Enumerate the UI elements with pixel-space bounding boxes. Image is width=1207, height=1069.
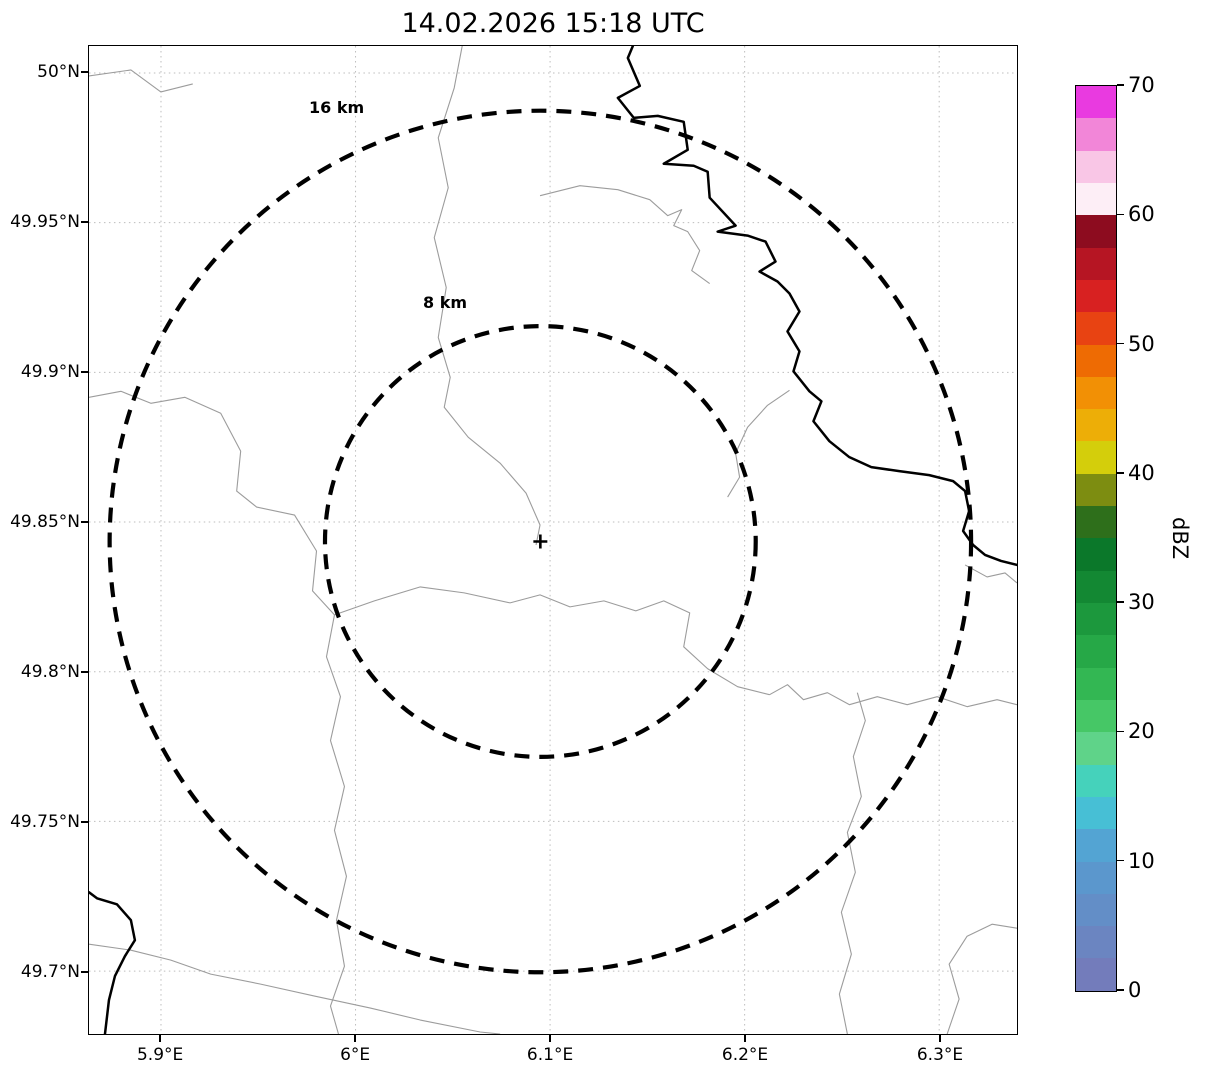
y-axis-tickmark (81, 971, 88, 973)
colorbar-band (1076, 86, 1116, 119)
y-axis-tickmark (81, 671, 88, 673)
colorbar-tick-label: 60 (1128, 202, 1155, 227)
colorbar-tickmark (1117, 342, 1124, 345)
colorbar-band (1076, 441, 1116, 474)
colorbar-tickmark (1117, 989, 1124, 991)
colorbar-band (1076, 958, 1116, 991)
radar-site-marker (533, 534, 548, 549)
boundary-line (769, 684, 1017, 708)
colorbar-tick-label: 0 (1128, 978, 1142, 1002)
colorbar-tick-label: 50 (1128, 331, 1155, 356)
colorbar-band (1076, 279, 1116, 313)
colorbar-band (1076, 635, 1116, 668)
colorbar-band (1076, 667, 1116, 700)
colorbar-tick-label: 20 (1128, 719, 1155, 744)
colorbar-band (1076, 473, 1116, 507)
colorbar-band (1076, 829, 1116, 862)
range-ring (107, 108, 974, 975)
colorbar-tickmark (1117, 213, 1124, 216)
y-axis-tickmark (81, 371, 88, 373)
boundary-line (89, 390, 770, 696)
colorbar-band (1076, 603, 1116, 636)
x-axis-tickmark (939, 1035, 941, 1042)
border-river-line (616, 46, 1017, 567)
range-ring-label-8km: 8 km (423, 293, 468, 312)
colorbar-band (1076, 732, 1116, 765)
y-tick-label: 49.85°N (10, 512, 80, 532)
boundary-line (89, 943, 501, 1034)
map-plot-area: 16 km 8 km (88, 45, 1018, 1035)
colorbar-band (1076, 182, 1116, 216)
y-tick-label: 49.8°N (20, 662, 80, 682)
x-tick-label: 6.3°E (916, 1045, 964, 1065)
x-axis-tickmark (744, 1035, 746, 1042)
y-axis-tickmark (81, 821, 88, 823)
colorbar-tick-label: 40 (1128, 460, 1155, 485)
colorbar-band (1076, 312, 1116, 345)
boundary-line (727, 389, 790, 498)
boundary-line (964, 564, 1017, 584)
colorbar-tickmark (1117, 730, 1124, 733)
colorbar-tickmark (1117, 84, 1124, 86)
colorbar-band (1076, 893, 1116, 927)
colorbar-band (1076, 150, 1116, 183)
plot-title: 14.02.2026 15:18 UTC (401, 8, 705, 39)
colorbar-band (1076, 215, 1116, 248)
border-river-line (89, 891, 137, 1034)
y-tick-label: 49.95°N (10, 212, 80, 232)
colorbar-axis-label: dBZ (1168, 517, 1192, 560)
colorbar-band (1076, 699, 1116, 733)
colorbar-band (1076, 247, 1116, 280)
colorbar-tick-label: 10 (1128, 848, 1155, 873)
range-ring (322, 324, 758, 759)
x-tick-label: 6.1°E (526, 1045, 574, 1065)
x-tick-label: 5.9°E (136, 1045, 184, 1065)
colorbar-band (1076, 538, 1116, 571)
x-axis-tickmark (354, 1035, 356, 1042)
y-tick-label: 49.75°N (10, 812, 80, 832)
x-axis-tickmark (159, 1035, 161, 1042)
colorbar-tick-label: 70 (1128, 73, 1155, 97)
colorbar-band (1076, 344, 1116, 377)
colorbar-band (1076, 570, 1116, 603)
colorbar-tickmark (1117, 601, 1124, 603)
boundary-line (433, 46, 541, 546)
colorbar-tick-label: 30 (1128, 590, 1155, 615)
colorbar-bands (1076, 86, 1116, 991)
colorbar-band (1076, 409, 1116, 442)
y-axis-tickmark (81, 71, 88, 73)
y-axis-tickmark (81, 521, 88, 523)
x-tick-label: 6.2°E (721, 1045, 769, 1065)
colorbar-band (1076, 376, 1116, 410)
colorbar-tickmark (1117, 859, 1124, 862)
boundary-line (539, 185, 710, 284)
colorbar-band (1076, 118, 1116, 151)
colorbar-band (1076, 796, 1116, 830)
colorbar-band (1076, 861, 1116, 894)
y-tick-label: 50°N (37, 62, 80, 82)
x-axis-tickmark (549, 1035, 551, 1042)
boundary-line (838, 692, 866, 1034)
range-ring-label-16km: 16 km (309, 98, 365, 117)
y-tick-label: 49.7°N (20, 962, 80, 982)
boundary-line (89, 69, 193, 93)
map-canvas (89, 46, 1017, 1034)
colorbar-band (1076, 764, 1116, 797)
colorbar-tickmark (1117, 472, 1124, 474)
y-axis-tickmark (81, 221, 88, 223)
x-tick-label: 6°E (340, 1045, 371, 1065)
boundary-line (325, 614, 347, 1034)
colorbar-band (1076, 926, 1116, 959)
colorbar-band (1076, 506, 1116, 539)
colorbar (1075, 85, 1117, 992)
boundary-line (946, 923, 1017, 1034)
y-tick-label: 49.9°N (20, 362, 80, 382)
